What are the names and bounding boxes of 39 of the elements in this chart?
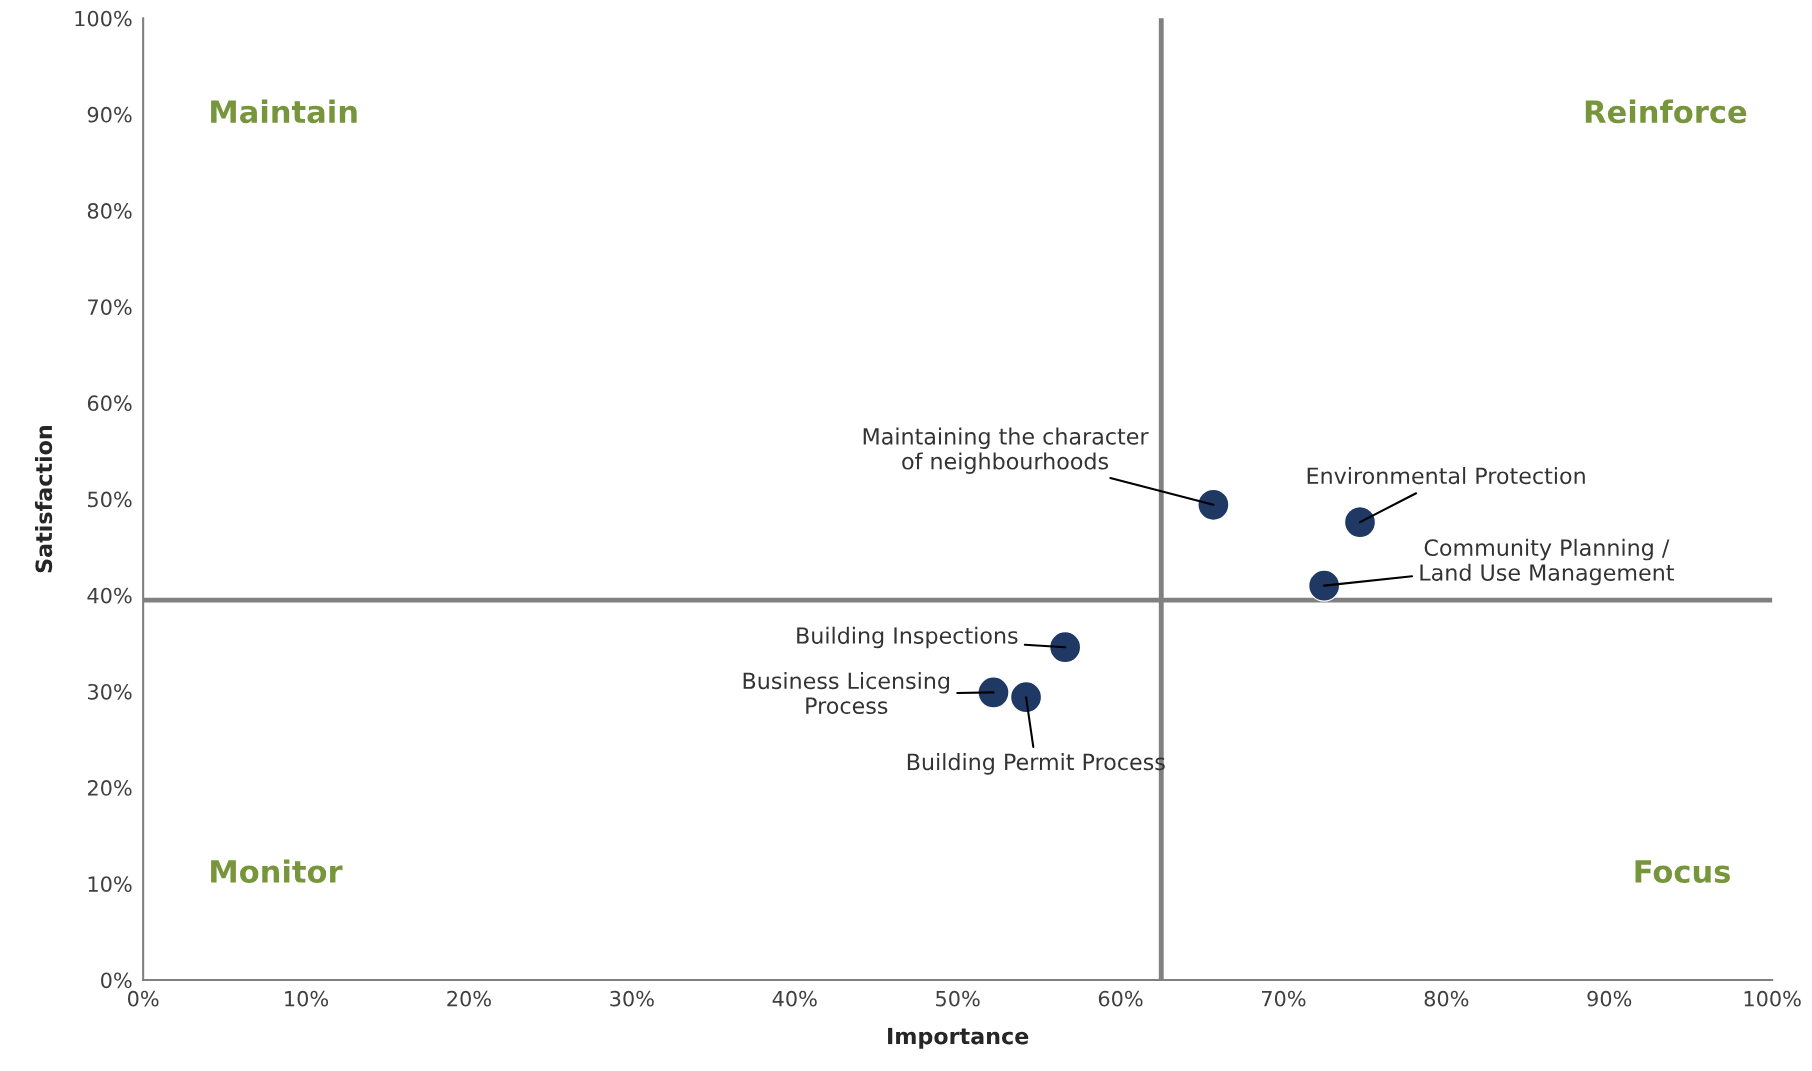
annotation: Reinforce bbox=[1585, 99, 1747, 124]
point bbox=[1307, 569, 1341, 602]
y-tick-label: 50% bbox=[88, 491, 132, 508]
y-tick-label: 40% bbox=[87, 587, 132, 604]
point bbox=[1197, 488, 1230, 522]
y-tick-label: 20% bbox=[87, 780, 132, 796]
x-tick-label: 40% bbox=[772, 990, 817, 1007]
annotation: Monitor bbox=[211, 859, 343, 884]
y-tick-label: 70% bbox=[88, 299, 132, 315]
x-tick-label: 30% bbox=[610, 990, 654, 1007]
x-tick-label: 100% bbox=[1744, 990, 1801, 1007]
x-tick-label: 20% bbox=[447, 990, 491, 1007]
x-tick-label: 0% bbox=[128, 990, 159, 1007]
annotation: Maintain bbox=[211, 99, 357, 124]
annotation: Community Planning / Land Use Management bbox=[1420, 538, 1674, 586]
y-tick-label: 0% bbox=[101, 972, 132, 989]
point bbox=[1048, 630, 1082, 664]
y-tick-label: 100% bbox=[75, 10, 132, 27]
x-tick-label: 50% bbox=[936, 990, 980, 1007]
x-axis-title: Importance bbox=[888, 1027, 1029, 1049]
annotation: Building Inspections bbox=[797, 626, 1018, 649]
point bbox=[977, 676, 1010, 709]
annotation: Environmental Protection bbox=[1307, 466, 1585, 485]
y-tick-label: 80% bbox=[87, 203, 132, 219]
x-tick-label: 70% bbox=[1262, 990, 1306, 1007]
annotation: Focus bbox=[1635, 860, 1730, 884]
annotation: Business Licensing Process bbox=[743, 671, 949, 715]
x-tick-label: 10% bbox=[285, 990, 329, 1007]
x-tick-label: 60% bbox=[1098, 990, 1143, 1007]
y-tick-label: 30% bbox=[88, 683, 132, 700]
x-tick-label: 80% bbox=[1424, 990, 1469, 1007]
y-axis-title: Satisfaction bbox=[35, 426, 53, 573]
point bbox=[1009, 680, 1043, 714]
point bbox=[1343, 505, 1377, 539]
y-tick-label: 60% bbox=[87, 395, 132, 412]
y-tick-label: 10% bbox=[88, 876, 132, 892]
annotation: Maintaining the character of neighbourhoods bbox=[863, 427, 1149, 474]
x-tick-label: 90% bbox=[1587, 990, 1632, 1007]
y-tick-label: 90% bbox=[87, 106, 132, 123]
